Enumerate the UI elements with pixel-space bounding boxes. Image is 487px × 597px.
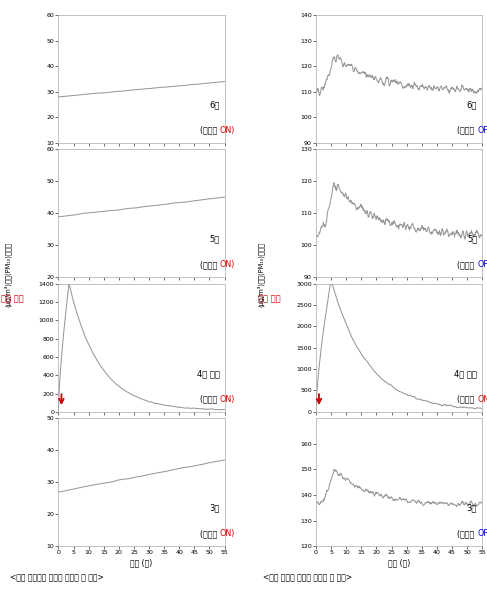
Text: 4층 흘연: 4층 흘연 bbox=[454, 369, 477, 378]
X-axis label: 시간 (분): 시간 (분) bbox=[131, 558, 152, 567]
Text: 흘연 시작: 흘연 시작 bbox=[0, 295, 23, 304]
Text: 흘연 시작: 흘연 시작 bbox=[258, 295, 281, 304]
Text: (μg/m³)농도(PM₁₀)입자독: (μg/m³)농도(PM₁₀)입자독 bbox=[257, 242, 264, 307]
Text: 5층: 5층 bbox=[209, 235, 220, 244]
Text: ON): ON) bbox=[477, 395, 487, 404]
X-axis label: 시간 (분): 시간 (분) bbox=[388, 558, 410, 567]
Text: ON): ON) bbox=[220, 260, 235, 269]
Text: (환풍기: (환풍기 bbox=[457, 260, 477, 269]
Text: ON): ON) bbox=[220, 529, 235, 538]
Text: ON): ON) bbox=[220, 125, 235, 135]
Text: (환풍기: (환풍기 bbox=[457, 125, 477, 135]
Text: 4층 흘연: 4층 흘연 bbox=[197, 369, 220, 378]
Text: <흡연 세대만 화장실 환기를 켠 경우>: <흡연 세대만 화장실 환기를 켠 경우> bbox=[263, 573, 352, 582]
Text: 3층: 3층 bbox=[209, 503, 220, 512]
Text: 6층: 6층 bbox=[209, 100, 220, 109]
Text: (환풍기: (환풍기 bbox=[200, 125, 220, 135]
Text: (μg/m³)농도(PM₁₀)입자독: (μg/m³)농도(PM₁₀)입자독 bbox=[3, 242, 11, 307]
Text: (환풍기: (환풍기 bbox=[200, 260, 220, 269]
Text: (환풍기: (환풍기 bbox=[457, 529, 477, 538]
Text: 3층: 3층 bbox=[467, 503, 477, 512]
Text: 5층: 5층 bbox=[467, 235, 477, 244]
Text: (환풍기: (환풍기 bbox=[200, 529, 220, 538]
Text: (환풍기: (환풍기 bbox=[457, 395, 477, 404]
Text: OFF): OFF) bbox=[477, 125, 487, 135]
Text: (환풍기: (환풍기 bbox=[200, 395, 220, 404]
Text: OFF): OFF) bbox=[477, 260, 487, 269]
Text: OFF): OFF) bbox=[477, 529, 487, 538]
Text: 6층: 6층 bbox=[467, 100, 477, 109]
Text: <모든 세대에서 화장실 환기를 켠 경우>: <모든 세대에서 화장실 환기를 켠 경우> bbox=[10, 573, 104, 582]
Text: ON): ON) bbox=[220, 395, 235, 404]
